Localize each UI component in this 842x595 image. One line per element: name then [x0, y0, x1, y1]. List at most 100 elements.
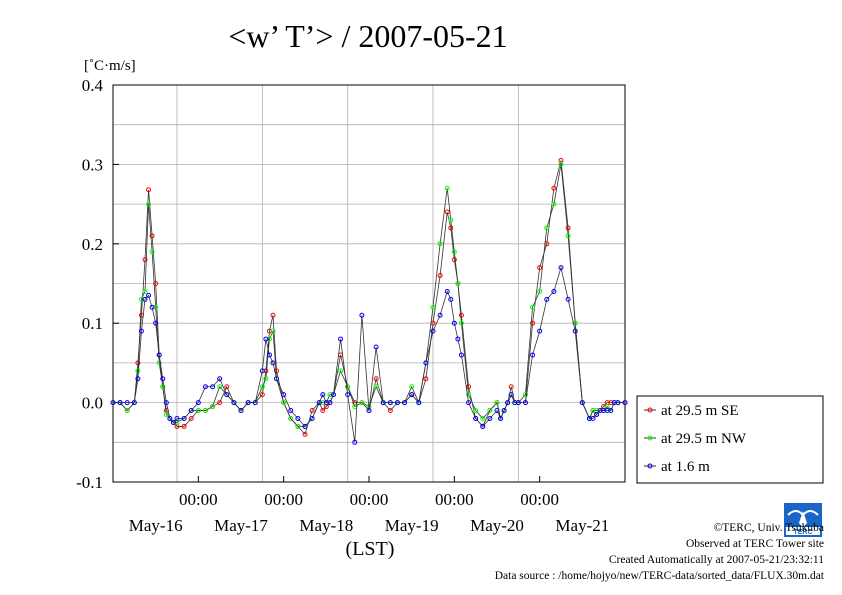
- data-point: [373, 384, 379, 390]
- data-point: [430, 304, 436, 310]
- data-point: [302, 423, 308, 429]
- data-point: [466, 392, 472, 398]
- data-point: [444, 185, 450, 191]
- data-point: [448, 225, 454, 231]
- data-point: [565, 296, 571, 302]
- data-point: [142, 288, 148, 294]
- series-1: [110, 157, 628, 437]
- data-point: [537, 265, 543, 271]
- data-point: [458, 320, 464, 326]
- data-point: [238, 408, 244, 414]
- data-point: [160, 376, 166, 382]
- data-point: [188, 408, 194, 414]
- credits: ©TERC, Univ. Tsukuba Observed at TERC To…: [495, 520, 824, 584]
- data-point: [160, 384, 166, 390]
- data-point: [455, 281, 461, 286]
- terc-logo: TERC: [784, 503, 822, 537]
- data-point: [480, 415, 486, 421]
- chart-title: <w’ T’> / 2007-05-21: [228, 18, 507, 54]
- data-point: [451, 257, 457, 263]
- series-layer: [110, 157, 628, 445]
- data-point: [366, 408, 372, 414]
- data-point: [156, 352, 162, 358]
- data-point: [551, 288, 557, 294]
- y-tick-labels: 0.4 0.3 0.2 0.1 0.0 -0.1: [76, 76, 119, 492]
- data-point: [359, 400, 365, 406]
- legend-item: at 29.5 m SE: [644, 403, 739, 419]
- data-point: [359, 312, 365, 318]
- data-point: [245, 400, 251, 406]
- data-point: [579, 400, 585, 406]
- data-point: [608, 408, 614, 414]
- data-point: [149, 249, 155, 255]
- data-point: [252, 400, 258, 406]
- data-point: [494, 400, 500, 406]
- data-point: [153, 320, 159, 326]
- data-point: [494, 408, 500, 414]
- data-point: [320, 392, 326, 398]
- data-point: [224, 392, 230, 398]
- y-tick-label: 0.1: [82, 314, 103, 333]
- data-point: [217, 376, 223, 382]
- data-point: [473, 415, 479, 421]
- data-point: [498, 415, 504, 421]
- data-point: [409, 392, 415, 398]
- data-point: [327, 400, 333, 406]
- data-point: [455, 336, 461, 342]
- data-point: [437, 273, 443, 279]
- data-point: [558, 265, 564, 271]
- data-point: [259, 368, 265, 374]
- day-label: May-16: [129, 516, 183, 535]
- data-point: [142, 296, 148, 302]
- legend-marker: [647, 435, 653, 441]
- data-point: [259, 392, 265, 398]
- data-point: [320, 408, 326, 414]
- data-point: [281, 400, 287, 406]
- data-point: [458, 352, 464, 358]
- data-point: [149, 304, 155, 310]
- data-point: [231, 400, 237, 406]
- data-point: [142, 257, 148, 263]
- data-point: [149, 233, 155, 239]
- data-point: [352, 439, 358, 445]
- data-point: [458, 312, 464, 318]
- data-point: [263, 376, 269, 382]
- data-point: [451, 249, 457, 255]
- data-point: [163, 400, 169, 406]
- data-point: [146, 292, 152, 298]
- data-point: [174, 415, 180, 421]
- data-point: [530, 320, 536, 326]
- data-point: [181, 423, 187, 429]
- data-point: [170, 419, 176, 425]
- data-point: [217, 384, 223, 390]
- data-point: [551, 201, 557, 207]
- data-point: [416, 400, 422, 406]
- x-tick-label: 00:00: [350, 490, 389, 509]
- y-axis-label: [˚C·m/s]: [84, 58, 136, 74]
- data-point: [437, 312, 443, 318]
- data-point: [210, 404, 216, 410]
- data-point: [373, 344, 379, 350]
- legend-item: at 29.5 m NW: [644, 431, 747, 447]
- data-point: [537, 328, 543, 334]
- y-tick-label: 0.3: [82, 155, 103, 174]
- data-point: [537, 288, 543, 294]
- data-point: [448, 217, 454, 223]
- data-point: [530, 304, 536, 310]
- data-point: [622, 400, 628, 406]
- data-point: [572, 328, 578, 334]
- data-point: [551, 185, 557, 191]
- data-point: [202, 384, 208, 390]
- terc-logo-icon: TERC: [784, 503, 822, 537]
- data-point: [423, 376, 429, 382]
- data-point: [565, 225, 571, 231]
- day-label: May-18: [299, 516, 353, 535]
- legend-label: at 1.6 m: [661, 459, 710, 475]
- data-point: [448, 296, 454, 302]
- x-axis-label: (LST): [346, 538, 395, 560]
- data-point: [202, 408, 208, 414]
- y-tick-label: 0.4: [82, 76, 104, 95]
- data-point: [544, 296, 550, 302]
- data-point: [281, 392, 287, 398]
- data-point: [423, 360, 429, 366]
